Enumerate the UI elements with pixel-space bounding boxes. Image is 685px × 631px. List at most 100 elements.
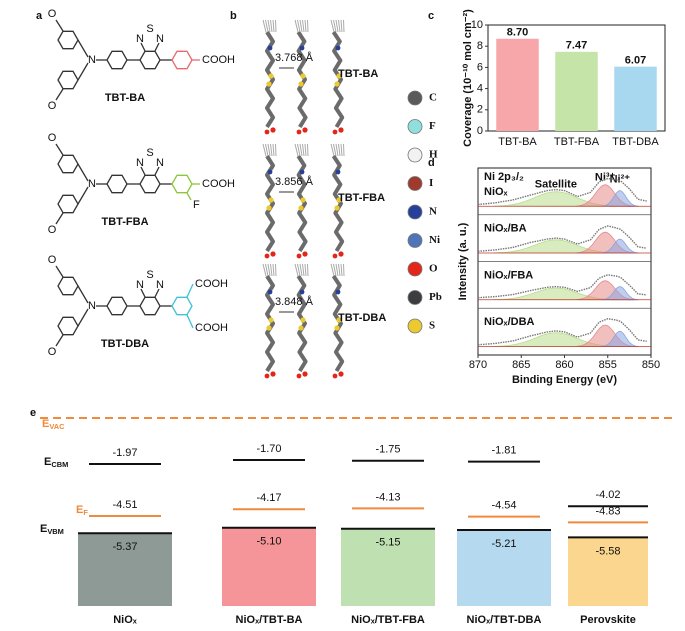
atom-label: S [146, 147, 153, 159]
x-tick-label: TBT-BA [498, 136, 537, 148]
spectrum [477, 274, 647, 299]
atom [336, 73, 342, 79]
level-value: -5.37 [112, 541, 137, 553]
atom [298, 325, 304, 331]
main-text: E [76, 504, 83, 516]
series-label: NiOₓ [484, 186, 509, 198]
atom-label: N [136, 279, 144, 291]
ring [106, 296, 128, 316]
vbm-block [457, 530, 551, 606]
x-tick-label: 860 [555, 359, 573, 371]
bond [55, 334, 64, 347]
distance-label: 3.848 Å [275, 295, 314, 308]
atom-label: N [88, 54, 96, 66]
panel-letter: e [30, 407, 36, 419]
x-tick-label: TBT-DBA [612, 136, 659, 148]
bond [55, 265, 64, 278]
main-text: E [44, 456, 51, 468]
h-stick [299, 19, 303, 33]
level-value: -4.02 [595, 489, 620, 501]
atom [267, 45, 273, 51]
atom [264, 129, 270, 135]
level-value: -1.70 [256, 443, 281, 455]
bond [77, 308, 89, 327]
ring [171, 296, 193, 316]
atom [270, 127, 276, 133]
bar [496, 38, 539, 131]
atom [335, 45, 341, 51]
y-tick-label: 10 [471, 19, 483, 31]
panel-letter: a [36, 10, 43, 22]
ring [57, 70, 79, 90]
molecule-name: TBT-BA [105, 92, 145, 104]
h-stick [297, 19, 301, 33]
bond [77, 186, 89, 205]
bond [154, 42, 160, 52]
atom-label: N [88, 178, 96, 190]
h-stick [275, 263, 277, 277]
element-label: Pb [429, 291, 442, 303]
sub-text: VBM [47, 527, 64, 536]
atom [338, 251, 344, 257]
acid-label: COOH [202, 54, 235, 66]
x-tick-label: 850 [642, 359, 660, 371]
h-stick [338, 263, 341, 277]
level-value: -4.54 [491, 500, 516, 512]
h-stick [297, 263, 301, 277]
h-stick [340, 143, 343, 157]
distance-label: 3.768 Å [275, 51, 314, 64]
h-stick [333, 19, 337, 33]
x-tick-label: 855 [599, 359, 617, 371]
atom [298, 205, 304, 211]
h-stick [343, 263, 345, 277]
level-label: EF [76, 504, 88, 517]
y-tick-label: 0 [477, 125, 483, 137]
h-stick [262, 263, 267, 277]
bond [154, 288, 160, 298]
acid-label: COOH [195, 322, 228, 334]
atom [298, 81, 304, 87]
fluoro-label: F [193, 199, 200, 211]
h-stick [330, 143, 335, 157]
value-label: 6.07 [625, 55, 646, 67]
atom-label: S [146, 23, 153, 35]
vbm-block [568, 537, 648, 606]
y-axis-label: Coverage (10⁻¹⁰ mol cm⁻²) [462, 9, 474, 147]
atom-label: N [88, 300, 96, 312]
atom [270, 251, 276, 257]
h-stick [294, 19, 299, 33]
bond [77, 39, 89, 58]
peak-label: Satellite [535, 179, 577, 191]
atom [267, 289, 273, 295]
h-stick [302, 143, 305, 157]
atom-label: N [156, 279, 164, 291]
atom-label: N [136, 157, 144, 169]
bond [55, 143, 64, 156]
level-value: -5.15 [375, 537, 400, 549]
level-label: ECBM [44, 456, 68, 469]
bond [154, 166, 160, 176]
atom [264, 253, 270, 259]
stack-name: TBT-DBA [338, 312, 386, 324]
sub-text: VAC [49, 422, 65, 431]
atom [332, 253, 338, 259]
atom [300, 197, 306, 203]
fit-component [601, 286, 639, 301]
peak-label: Ni³⁺ [595, 172, 616, 184]
value-label: 7.47 [566, 40, 587, 52]
bond [186, 192, 192, 201]
category-label: NiOₓ/TBT-BA [236, 614, 303, 626]
level-value: -4.17 [256, 492, 281, 504]
acid-label: COOH [195, 278, 228, 290]
atom [334, 81, 340, 87]
h-stick [304, 143, 307, 157]
h-stick [304, 19, 307, 33]
bond [77, 285, 89, 304]
value-label: 8.70 [507, 27, 528, 39]
main-text: E [42, 418, 49, 430]
ring [106, 50, 128, 70]
ring [139, 174, 161, 194]
atom [302, 371, 308, 377]
atom [268, 317, 274, 323]
atom-label: O [48, 346, 57, 358]
